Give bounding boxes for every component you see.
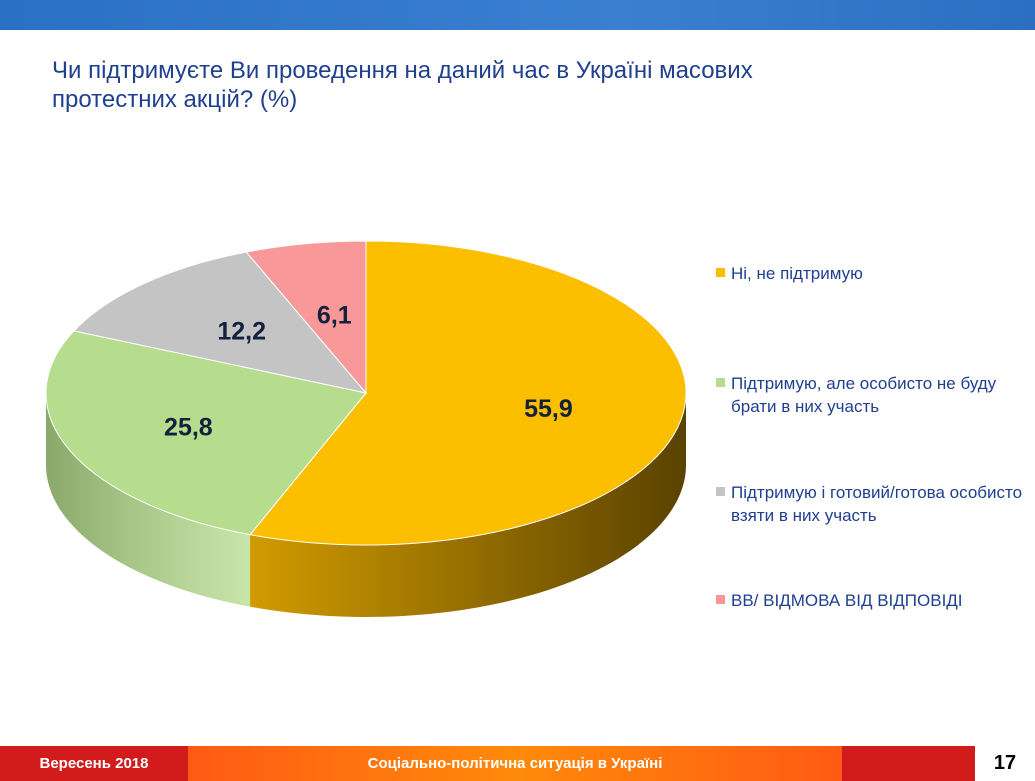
legend-swatch bbox=[716, 487, 725, 496]
top-band bbox=[0, 0, 1035, 30]
footer: Вересень 2018 Соціально-політична ситуац… bbox=[0, 746, 1035, 781]
legend-label: Підтримую, але особисто не буду брати в … bbox=[731, 374, 997, 416]
footer-right-band: 17 bbox=[842, 746, 1035, 781]
data-label-support-participation: 12,2 bbox=[217, 318, 266, 346]
footer-caption: Соціально-політична ситуація в Україні bbox=[188, 746, 842, 781]
legend-label: ВВ/ ВІДМОВА ВІД ВІДПОВІДІ bbox=[731, 591, 963, 610]
slice-no-support-side bbox=[250, 393, 686, 617]
pie-chart: 55,9 25,8 12,2 6,1 bbox=[45, 240, 687, 617]
legend-swatch bbox=[716, 268, 725, 277]
legend-swatch bbox=[716, 595, 725, 604]
legend-label: Підтримую і готовий/готова особисто взят… bbox=[731, 483, 1023, 525]
footer-date: Вересень 2018 bbox=[0, 746, 188, 781]
slice-refusal bbox=[245, 240, 367, 395]
data-label-no-support: 55,9 bbox=[524, 395, 573, 423]
legend-label: Ні, не підтримую bbox=[731, 264, 863, 283]
slide-title: Чи підтримуєте Ви проведення на даний ча… bbox=[52, 57, 753, 113]
slice-support-no-participation-side bbox=[46, 393, 251, 607]
data-label-support-no-participation: 25,8 bbox=[164, 414, 213, 442]
page-number: 17 bbox=[975, 746, 1035, 781]
slice-support-participation bbox=[72, 251, 368, 394]
slice-support-no-participation bbox=[45, 330, 367, 536]
data-label-refusal: 6,1 bbox=[317, 301, 352, 329]
legend-swatch bbox=[716, 378, 725, 387]
slice-no-support bbox=[249, 240, 687, 546]
